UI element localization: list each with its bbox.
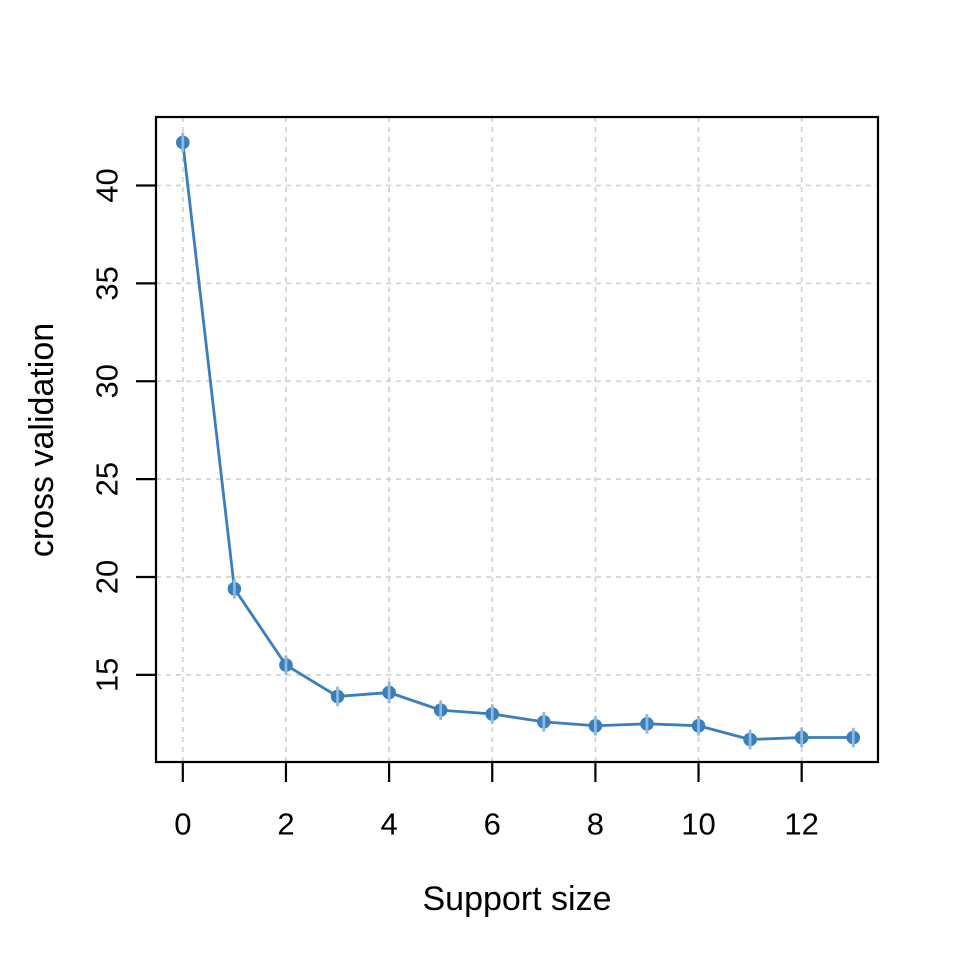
y-tick-label: 15 xyxy=(90,658,125,692)
x-tick-label: 10 xyxy=(681,807,715,842)
y-tick-label: 20 xyxy=(90,560,125,594)
x-tick-label: 4 xyxy=(380,807,397,842)
y-tick-label: 35 xyxy=(90,266,125,300)
cv-line xyxy=(181,141,855,741)
series-cross-validation xyxy=(176,132,861,750)
y-tick-label: 25 xyxy=(90,462,125,496)
x-tick-label: 0 xyxy=(174,807,191,842)
x-tick-label: 2 xyxy=(277,807,294,842)
x-tick-label: 8 xyxy=(587,807,604,842)
y-axis-label: cross validation xyxy=(23,323,61,557)
x-axis-label: Support size xyxy=(423,880,612,918)
y-tick-label: 30 xyxy=(90,364,125,398)
x-tick-label: 12 xyxy=(784,807,818,842)
y-tick-label: 40 xyxy=(90,168,125,202)
plot-border xyxy=(154,115,880,764)
x-tick-label: 6 xyxy=(484,807,501,842)
axes: 0 2 4 6 8 10 12 15 20 25 30 35 40 xyxy=(90,115,880,842)
grid-lines xyxy=(156,117,878,762)
